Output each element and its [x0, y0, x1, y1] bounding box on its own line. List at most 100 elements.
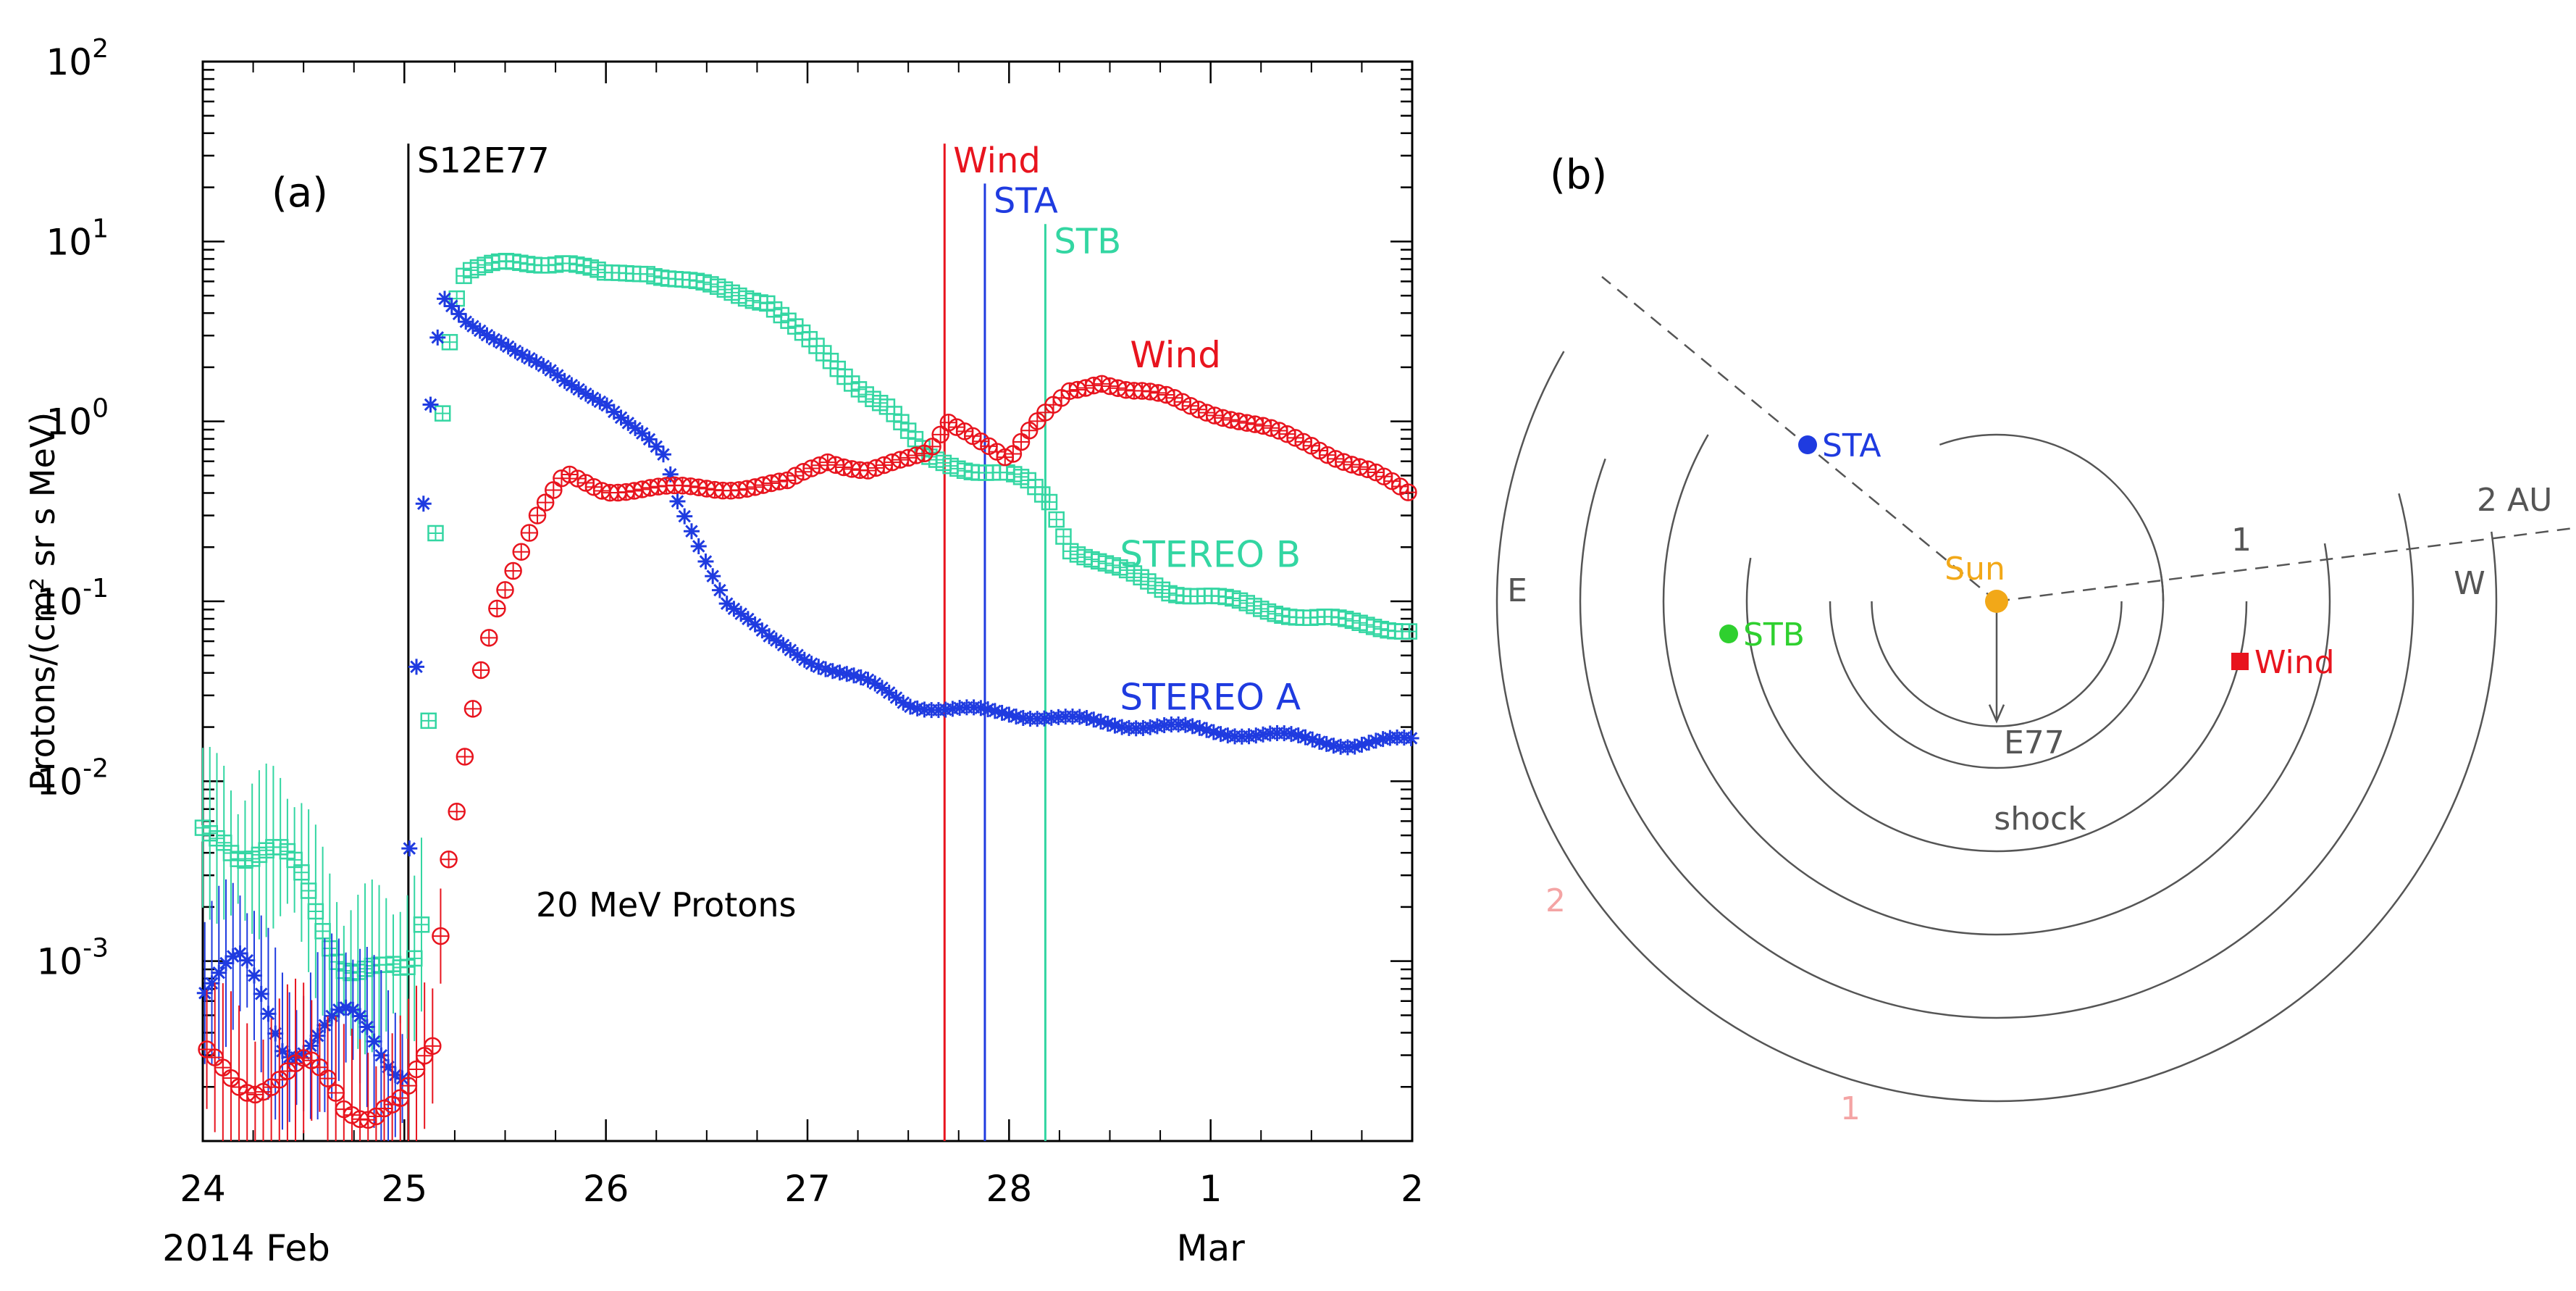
stereo-a-point [438, 292, 451, 306]
data-series [194, 253, 1419, 1141]
shock-label: shock [1994, 801, 2086, 837]
distance-ring-arc [1662, 434, 1709, 602]
event-label: S12E77 [417, 141, 550, 181]
stereo-a-point [240, 953, 253, 967]
x-tick-label: 28 [986, 1168, 1033, 1210]
stereo-a-point [650, 440, 663, 454]
stereo-a-point [720, 597, 734, 610]
stereo-a-point [346, 1003, 360, 1016]
x-tick-label: 2 [1401, 1168, 1424, 1210]
stereo-a-point [889, 691, 903, 704]
stereo-a-point [374, 1049, 388, 1062]
stereo-a-point [233, 947, 247, 960]
distance-ring-arc [2491, 531, 2498, 602]
sta-reference-line [1601, 276, 1997, 602]
distance-ring-arc [2160, 572, 2165, 602]
stereo-a-point [727, 602, 741, 616]
x-tick-label: 24 [180, 1168, 226, 1210]
stereo-a-point [579, 387, 592, 401]
wind-label: Wind [2254, 644, 2335, 681]
stereo-a-point [466, 319, 479, 333]
stereo-a-point [523, 351, 536, 365]
stereo-a-point [657, 448, 670, 461]
stereo-a-point [558, 375, 571, 388]
stereo-a-point [367, 1035, 381, 1048]
stereo-a-point [678, 509, 691, 523]
source-arrow-icon [1988, 704, 2005, 724]
distance-ring-arc [2323, 543, 2331, 602]
distance-label-2au: 2 AU [2477, 482, 2552, 519]
stereo-a-point [198, 986, 211, 1000]
wind-marker [2231, 653, 2249, 670]
stb-label: STB [1743, 617, 1805, 653]
stereo-a-point [1200, 723, 1213, 737]
panel-label-a: (a) [272, 170, 328, 217]
source-longitude-label: E77 [2004, 724, 2065, 761]
y-tick-label: 10-2 [36, 753, 109, 803]
stereo-a-point [565, 378, 579, 392]
distance-rings [1495, 276, 2576, 1103]
stereo-a-point [480, 328, 494, 342]
stereo-a-point [685, 525, 698, 538]
y-tick-label: 10-1 [36, 574, 109, 623]
distance-ring [1495, 601, 2498, 1103]
distance-ring [1745, 601, 2248, 853]
stereo-a-point [353, 1009, 366, 1023]
stereo-a-point [1306, 732, 1319, 746]
spiral-label-1: 1 [1840, 1090, 1860, 1127]
stereo-a-point [445, 299, 458, 313]
stereo-a-point [784, 643, 797, 657]
east-direction-label: E [1507, 572, 1527, 609]
stereo-a-point [1179, 718, 1192, 732]
event-label: STA [994, 180, 1058, 221]
stereo-a-point [212, 966, 226, 979]
diagram-labels: Sun shock E77 E W 1 2 AU 1 2 [1507, 482, 2552, 1127]
stereo-a-point [424, 398, 437, 411]
stereo-a-point [847, 669, 860, 682]
stereo-a-point [1214, 727, 1228, 740]
panel-a-timeseries: 10-3 10-2 10-1 100 101 102 24 25 26 27 28 1 2 2014 F… [23, 34, 1424, 1269]
distance-ring [1871, 601, 2123, 727]
stereo-a-point [868, 677, 882, 690]
stereo-a-point [763, 630, 776, 643]
x-sublabel: 2014 Feb [162, 1227, 330, 1269]
stereo-a-point [876, 681, 889, 695]
stereo-a-point [904, 700, 917, 714]
stereo-a-point [854, 671, 868, 684]
stereo-a-point [1186, 719, 1199, 733]
series-label: STEREO B [1120, 534, 1301, 576]
stereo-a-point [261, 1007, 275, 1021]
stereo-a-point [205, 977, 219, 990]
stereo-a-point [897, 696, 910, 709]
panel-b-orbit-diagram: (b) STA STB Wind Sun shock E77 E W 1 2 AU 1 2 [1495, 151, 2576, 1127]
stereo-a-point [755, 624, 769, 637]
event-label: Wind [953, 141, 1041, 181]
stereo-a-point [608, 405, 621, 419]
stereo-a-point [812, 660, 826, 674]
stereo-a-point [776, 638, 790, 652]
stereo-a-point [459, 315, 472, 328]
sta-marker [1798, 435, 1817, 454]
distance-ring-arc [1745, 557, 1752, 602]
stb-marker [1719, 624, 1738, 643]
y-tick-label: 100 [46, 394, 109, 443]
stereo-a-point [833, 666, 847, 680]
stereo-a-point [544, 364, 557, 377]
plot-frame [201, 60, 1414, 1142]
sun-label: Sun [1944, 551, 2005, 588]
stereo-a-point [452, 307, 466, 321]
stereo-a-point [403, 842, 416, 855]
stereo-a-point [621, 417, 635, 430]
stereo-a-point [516, 348, 529, 362]
stereo-a-point [861, 673, 875, 687]
stereo-a-point [981, 703, 994, 716]
stereo-a-point [361, 1020, 374, 1034]
stereo-a-point [636, 427, 649, 440]
stereo-a-point [572, 383, 585, 396]
stereo-a-point [1010, 710, 1023, 723]
stereo-a-point [1313, 735, 1326, 748]
stereo-a-point [1108, 719, 1122, 732]
distance-ring-arc [2398, 493, 2415, 602]
stereo-a-point [706, 569, 719, 583]
stereo-a-point [1299, 730, 1312, 744]
